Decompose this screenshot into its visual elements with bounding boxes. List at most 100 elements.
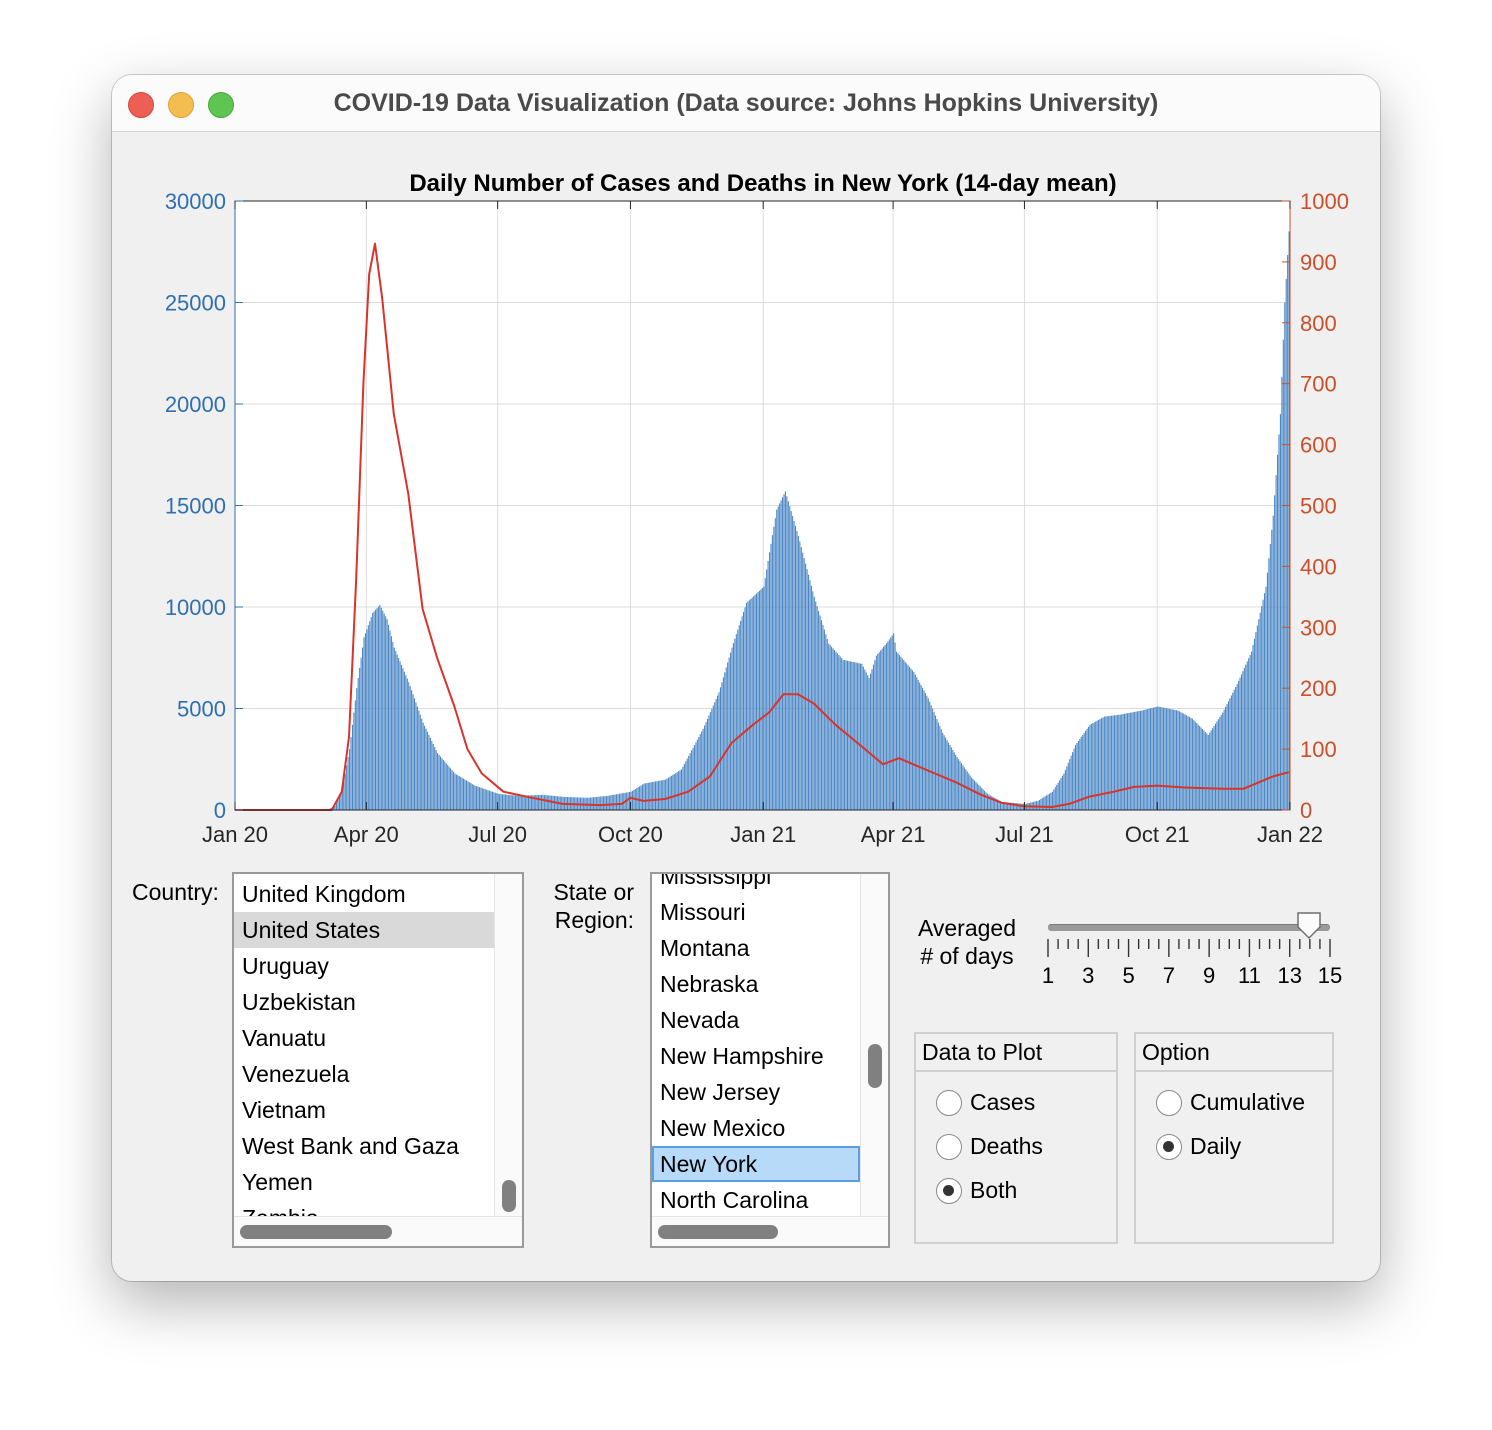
region-listbox[interactable]: Mississippi Missouri Montana Nebraska Nevada… [650,872,890,1248]
data-to-plot-radio-label[interactable]: Deaths [970,1133,1043,1159]
country-vertical-scroll-thumb[interactable] [502,1180,516,1212]
minimize-window-button[interactable] [168,92,194,118]
data-to-plot-radio-cases[interactable] [936,1090,962,1116]
region-list-item[interactable]: New Hampshire [660,1043,824,1069]
cases-bar [1067,762,1069,810]
cases-bar [1269,544,1271,810]
cases-bar [1116,714,1118,810]
cases-bar [614,794,616,810]
cases-bar [722,677,724,810]
cases-bar [1266,572,1268,810]
cases-bar [908,666,911,810]
cases-bar [972,778,974,810]
data-to-plot-radio-deaths[interactable] [936,1134,962,1160]
cases-bar [493,792,495,810]
cases-bar [1162,707,1165,810]
cases-bar [1154,707,1156,810]
cases-bar [767,560,769,810]
cases-bar [487,790,489,810]
cases-bar [1155,706,1157,810]
country-list-item[interactable]: United States [234,912,494,948]
cases-bar [731,647,733,810]
country-list-item[interactable]: Uzbekistan [242,989,356,1015]
region-list-item[interactable]: North Carolina [660,1187,809,1213]
cases-bar [682,766,684,810]
cases-bar [637,787,639,810]
option-radio-label[interactable]: Cumulative [1190,1089,1306,1115]
data-to-plot-radio-both[interactable] [936,1178,962,1204]
region-list-item[interactable]: Mississippi [660,872,772,889]
country-list-item[interactable]: West Bank and Gaza [242,1133,459,1159]
cases-bar [790,511,792,810]
cases-bar [351,724,353,810]
cases-bar [520,795,522,810]
region-list-item[interactable]: New Jersey [660,1079,781,1105]
cases-bar [376,608,378,810]
left-axis-tick-label: 25000 [165,291,226,316]
option-radio-daily[interactable] [1156,1134,1182,1160]
cases-bar [1249,654,1251,810]
cases-bar [369,621,371,810]
country-listbox[interactable]: United Kingdom United States Uruguay Uzbeki… [232,872,524,1248]
cases-bar [421,718,423,810]
region-list-item[interactable]: Nevada [660,1007,740,1033]
cases-bar [1064,769,1066,810]
option-radio-label[interactable]: Daily [1190,1133,1242,1159]
region-list-item[interactable]: New Mexico [660,1115,786,1141]
deaths-line [235,242,1289,811]
cases-bar [1145,709,1147,810]
country-list-item[interactable]: Yemen [242,1169,313,1195]
data-to-plot-radio-label[interactable]: Cases [970,1089,1036,1115]
region-list-item[interactable]: Missouri [660,899,746,925]
cases-bar [1001,801,1003,810]
data-to-plot-radio-label[interactable]: Both [970,1177,1018,1203]
cases-bar [424,725,426,810]
cases-bar [1222,712,1224,810]
cases-bar [1223,709,1225,810]
country-vertical-scrollbar[interactable] [494,874,522,1216]
region-horizontal-scroll-thumb[interactable] [658,1225,778,1239]
cases-bar [934,715,937,810]
slider-track[interactable] [1048,924,1330,931]
cases-bar [877,653,879,810]
option-radio-cumulative[interactable] [1156,1090,1182,1116]
cases-bar [1050,792,1052,810]
cases-bar [641,784,644,810]
cases-bar [652,781,654,810]
cases-bar [943,735,945,810]
cases-bar [1066,766,1068,810]
zoom-window-button[interactable] [208,92,234,118]
close-window-button[interactable] [128,92,154,118]
country-horizontal-scroll-thumb[interactable] [240,1225,392,1239]
region-vertical-scroll-thumb[interactable] [868,1044,882,1088]
cases-bar [949,745,951,810]
cases-bar [862,666,864,810]
region-horizontal-scrollbar[interactable] [652,1216,888,1246]
cases-bar [1002,802,1004,810]
cases-bar [705,722,707,810]
cases-bar [403,671,405,810]
cases-bar [1170,709,1172,810]
country-list-item[interactable]: Vanuatu [242,1025,326,1051]
cases-bar [919,682,921,810]
country-horizontal-scrollbar[interactable] [234,1216,522,1246]
country-list-item[interactable]: Vietnam [242,1097,326,1123]
region-list-item[interactable]: New York [652,1146,860,1182]
country-list-item[interactable]: Venezuela [242,1061,350,1087]
cases-bar [1225,706,1227,810]
cases-bar [1188,717,1191,810]
cases-bar [1118,714,1120,810]
cases-bar [1124,713,1126,810]
region-list-item[interactable]: Montana [660,935,750,961]
cases-bar [797,535,799,810]
cases-bar [1072,752,1074,810]
country-list-item[interactable]: Uruguay [242,953,329,979]
region-list-item[interactable]: Nebraska [660,971,759,997]
cases-bar [370,617,372,810]
cases-bar [1217,719,1219,810]
cases-bar [903,660,905,810]
region-vertical-scrollbar[interactable] [860,874,888,1216]
slider-thumb[interactable] [1296,911,1322,941]
country-list-item[interactable]: United Kingdom [242,881,406,907]
cases-bar [910,668,912,810]
